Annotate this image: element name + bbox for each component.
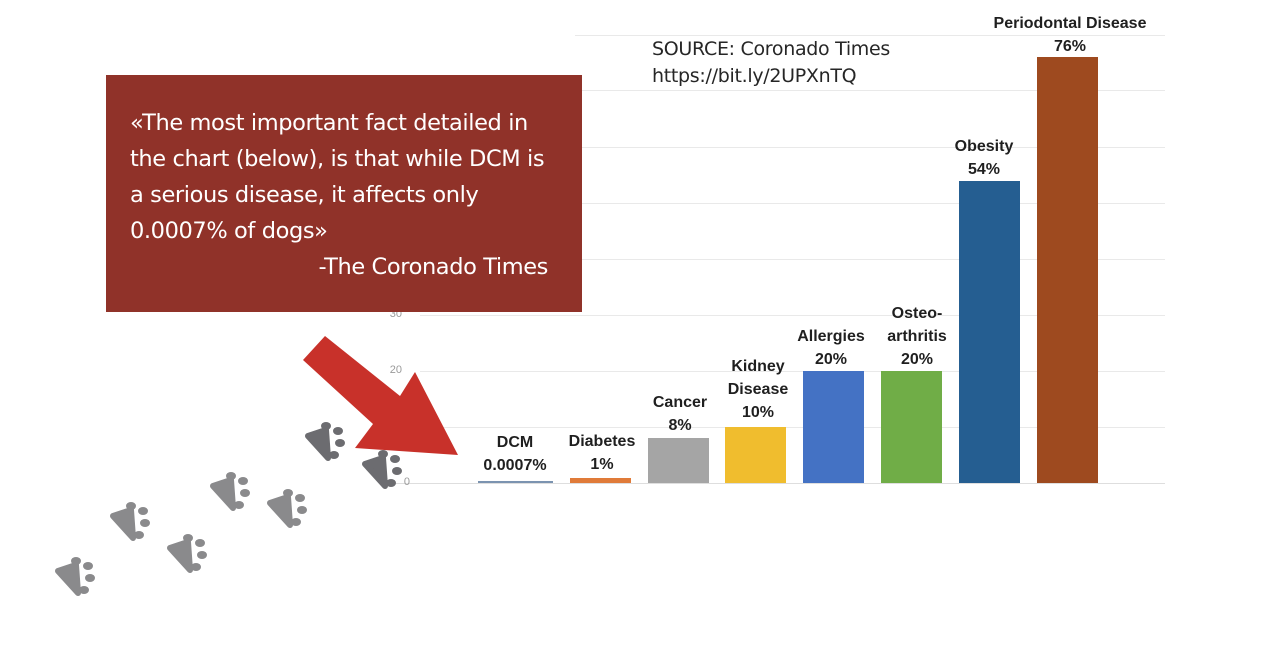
gridline-0 [395, 483, 1165, 484]
bar-label-value: 8% [668, 417, 692, 434]
paw-print-icon [262, 487, 312, 532]
bar-osteoarthritis [881, 371, 942, 483]
bar-label-diabetes: Diabetes 1% [569, 430, 636, 476]
bar-obesity [959, 181, 1020, 483]
bar-label-value: 0.0007% [483, 457, 547, 474]
bar-allergies [803, 371, 864, 483]
bar-label-value: 20% [900, 351, 934, 368]
gridline-20 [420, 371, 1165, 372]
paw-print-icon [105, 500, 155, 545]
bar-label-name: Periodontal Disease [993, 15, 1147, 32]
y-tick-20: 20 [389, 364, 402, 376]
source-title: SOURCE: Coronado Times [652, 38, 891, 60]
bar-dcm [478, 481, 553, 483]
quote-callout: «The most important fact detailed in the… [106, 75, 582, 312]
y-tick-0: 0 [403, 476, 410, 488]
bar-label-value: 76% [1053, 38, 1087, 55]
gridline-60 [575, 147, 1165, 148]
gridline-50 [575, 203, 1165, 204]
bar-label-value: 54% [967, 161, 1001, 178]
paw-print-icon [162, 532, 212, 577]
bar-label-dcm: DCM 0.0007% [483, 431, 546, 477]
gridline-30 [420, 315, 1165, 316]
bar-label-name-2: arthritis [887, 328, 947, 345]
bar-label-name: Obesity [954, 138, 1014, 155]
bar-label-osteoarthritis: Osteo- arthritis 20% [887, 302, 947, 371]
source-annotation: SOURCE: Coronado Times https://bit.ly/2U… [652, 36, 890, 90]
bar-periodontal-disease [1037, 57, 1098, 483]
bar-label-value: 1% [590, 456, 614, 473]
bar-label-value: 20% [814, 351, 848, 368]
bar-label-value: 10% [741, 404, 775, 421]
bar-label-name: Cancer [652, 394, 708, 411]
bar-label-name-2: Disease [727, 381, 789, 398]
bar-label-name: Kidney [731, 358, 785, 375]
bar-label-periodontal-disease: Periodontal Disease 76% [994, 12, 1147, 58]
bar-cancer [648, 438, 709, 483]
gridline-70 [575, 90, 1165, 91]
arrow-icon [303, 336, 458, 455]
bar-label-allergies: Allergies 20% [797, 325, 865, 371]
quote-text: «The most important fact detailed in the… [130, 110, 545, 244]
source-link[interactable]: https://bit.ly/2UPXnTQ [652, 65, 857, 87]
paw-print-icon [357, 448, 407, 493]
bar-label-cancer: Cancer 8% [653, 391, 707, 437]
bar-label-name: Diabetes [568, 433, 636, 450]
bar-label-name: Allergies [797, 328, 865, 345]
paw-print-icon [300, 420, 350, 465]
gridline-40 [575, 259, 1165, 260]
paw-print-icon [205, 470, 255, 515]
bar-label-name: Osteo- [891, 305, 943, 322]
gridline-80 [575, 35, 1165, 36]
bar-label-name: DCM [496, 434, 534, 451]
bar-kidney-disease [725, 427, 786, 483]
quote-attribution: -The Coronado Times [318, 254, 549, 280]
paw-print-icon [50, 555, 100, 600]
gridline-10 [440, 427, 1165, 428]
bar-diabetes [570, 478, 631, 483]
bar-label-kidney-disease: Kidney Disease 10% [728, 355, 789, 424]
bar-label-obesity: Obesity 54% [955, 135, 1014, 181]
